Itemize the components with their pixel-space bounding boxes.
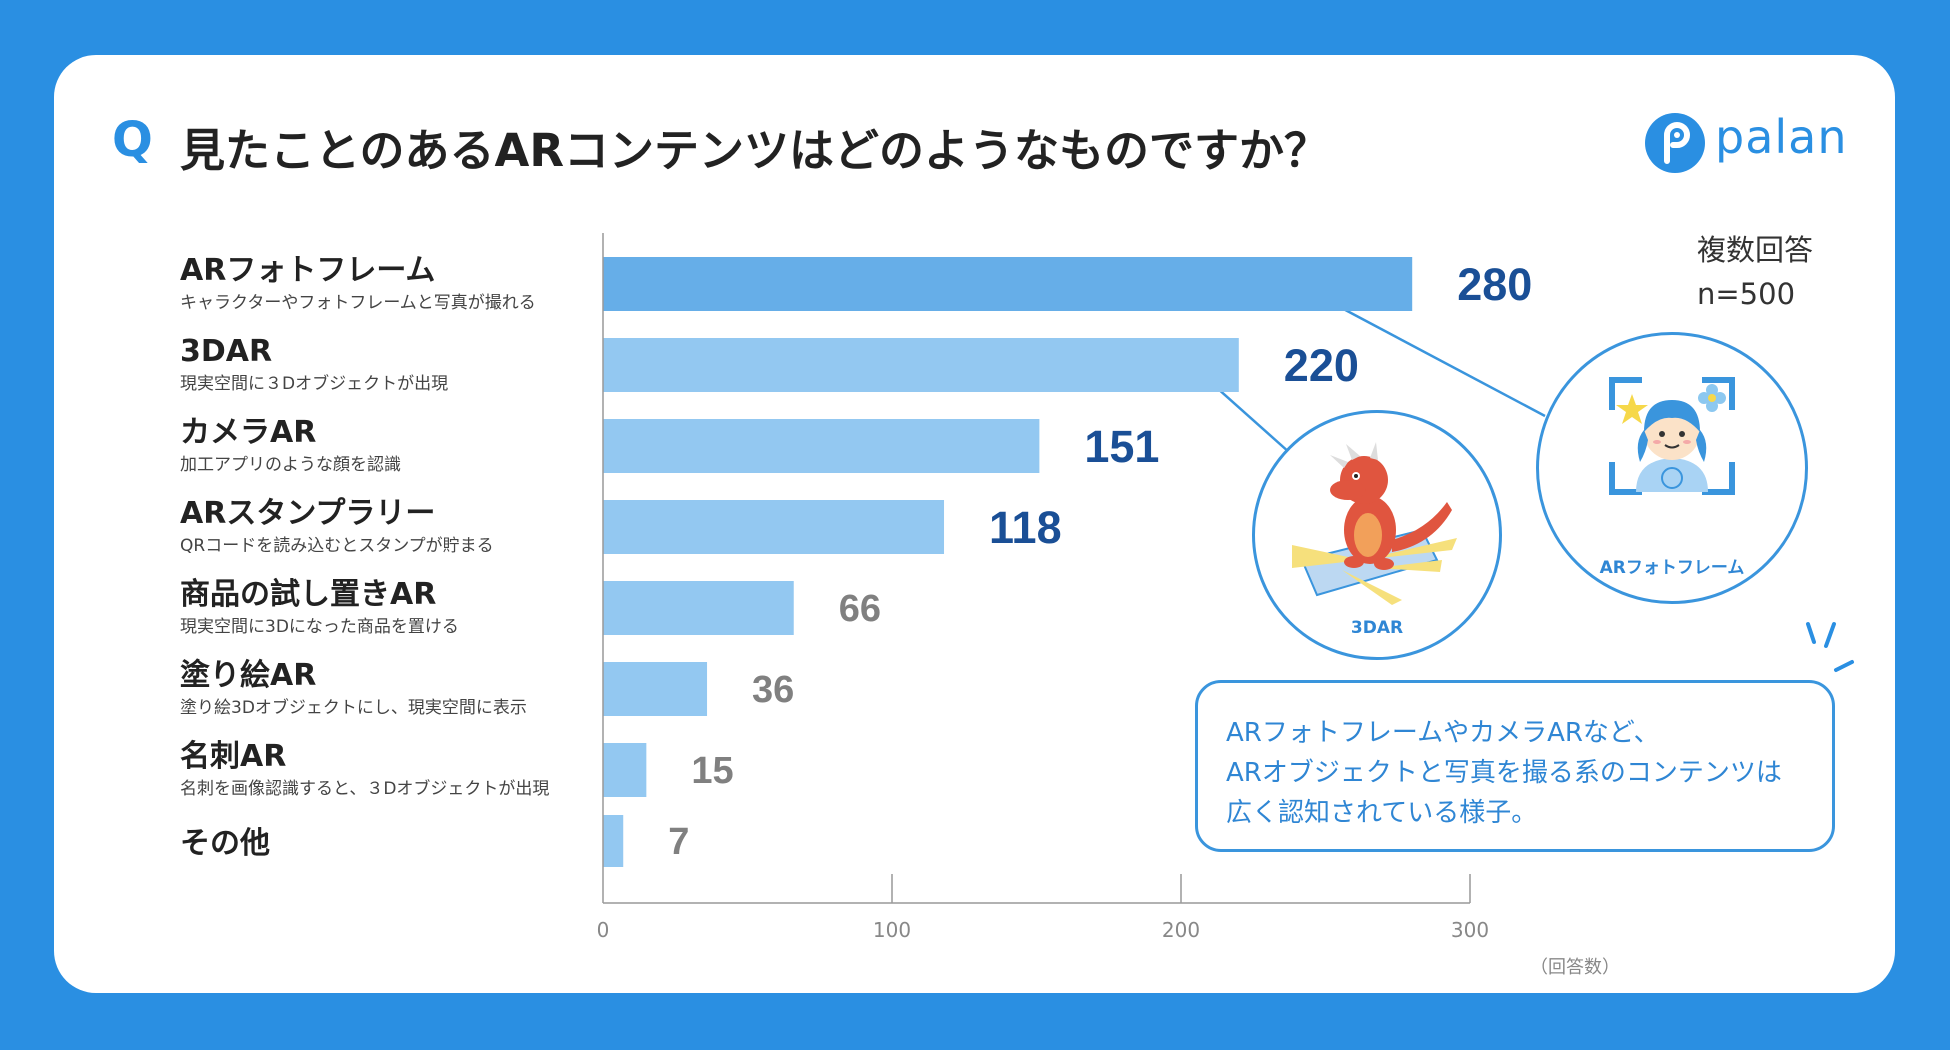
category-label: ARフォトフレーム キャラクターやフォトフレームと写真が撮れる bbox=[180, 252, 536, 316]
bar bbox=[603, 500, 945, 554]
category-desc: 名刺を画像認識すると、３Dオブジェクトが出現 bbox=[180, 779, 550, 799]
category-name: カメラAR bbox=[180, 415, 317, 450]
x-tick-label: 200 bbox=[1162, 918, 1200, 942]
category-label: ARスタンプラリー QRコードを読み込むとスタンプが貯まる bbox=[180, 495, 494, 559]
callout-line: ARオブジェクトと写真を撮る系のコンテンツは bbox=[1226, 758, 1782, 788]
bar bbox=[603, 257, 1413, 311]
category-name: 商品の試し置きAR bbox=[180, 577, 437, 612]
dragon-icon bbox=[1292, 442, 1457, 605]
category-name: 3DAR bbox=[180, 334, 273, 369]
bar bbox=[603, 338, 1239, 392]
palan-logo-icon bbox=[1645, 113, 1705, 173]
note-n: n=500 bbox=[1697, 277, 1796, 311]
category-label: カメラAR 加工アプリのような顔を認識 bbox=[180, 414, 401, 478]
category-desc: 現実空間に3Dになった商品を置ける bbox=[180, 617, 459, 637]
data-label: 151 bbox=[1084, 421, 1159, 472]
category-name: ARフォトフレーム bbox=[180, 253, 436, 288]
category-desc: QRコードを読み込むとスタンプが貯まる bbox=[180, 536, 494, 556]
category-desc: 加工アプリのような顔を認識 bbox=[180, 455, 401, 475]
x-tick-label: 300 bbox=[1451, 918, 1489, 942]
callout-line: ARフォトフレームやカメラARなど、 bbox=[1226, 718, 1660, 748]
data-label: 36 bbox=[752, 669, 794, 711]
callout-line: 広く認知されている様子。 bbox=[1226, 798, 1538, 828]
bar bbox=[603, 581, 794, 635]
bar bbox=[603, 743, 647, 797]
data-label: 7 bbox=[668, 821, 689, 863]
category-label: 商品の試し置きAR 現実空間に3Dになった商品を置ける bbox=[180, 576, 459, 640]
girl-icon bbox=[1609, 377, 1735, 495]
category-desc: キャラクターやフォトフレームと写真が撮れる bbox=[180, 293, 536, 313]
note: 複数回答 n=500 bbox=[1697, 228, 1813, 316]
data-label: 220 bbox=[1284, 340, 1359, 391]
bar bbox=[603, 815, 624, 867]
category-name: その他 bbox=[180, 826, 270, 861]
x-tick-label: 100 bbox=[873, 918, 911, 942]
palan-logo: palan bbox=[1643, 107, 1847, 177]
ar-photo-frame-caption: ARフォトフレーム bbox=[1599, 558, 1745, 578]
note-multi: 複数回答 bbox=[1697, 233, 1814, 267]
question-mark: Q bbox=[112, 112, 153, 168]
callout-box: ARフォトフレームやカメラARなど、 ARオブジェクトと写真を撮る系のコンテンツ… bbox=[1195, 680, 1835, 852]
category-name: 塗り絵AR bbox=[180, 658, 317, 693]
emphasis-marks-icon bbox=[1806, 622, 1854, 672]
3dar-illustration: 3DAR bbox=[1252, 410, 1502, 660]
ar-photo-frame-illustration: ARフォトフレーム bbox=[1536, 332, 1808, 604]
category-label: その他 bbox=[180, 825, 270, 863]
data-label: 15 bbox=[691, 750, 733, 792]
data-label: 280 bbox=[1457, 259, 1532, 310]
brand-name: palan bbox=[1715, 110, 1848, 164]
data-label: 66 bbox=[839, 588, 881, 630]
category-label: 塗り絵AR 塗り絵3Dオブジェクトにし、現実空間に表示 bbox=[180, 657, 527, 721]
category-label: 3DAR 現実空間に３Dオブジェクトが出現 bbox=[180, 333, 448, 397]
category-desc: 現実空間に３Dオブジェクトが出現 bbox=[180, 374, 449, 394]
data-label: 118 bbox=[989, 502, 1062, 553]
category-label: 名刺AR 名刺を画像認識すると、３Dオブジェクトが出現 bbox=[180, 738, 549, 802]
3dar-caption: 3DAR bbox=[1350, 618, 1404, 638]
x-axis-title: （回答数） bbox=[1530, 957, 1620, 978]
category-name: 名刺AR bbox=[180, 739, 287, 774]
category-name: ARスタンプラリー bbox=[180, 496, 436, 531]
category-desc: 塗り絵3Dオブジェクトにし、現実空間に表示 bbox=[180, 698, 527, 718]
page-title: 見たことのあるARコンテンツはどのようなものですか？ bbox=[180, 124, 1330, 177]
bar bbox=[603, 419, 1040, 473]
x-tick-label: 0 bbox=[597, 918, 610, 942]
bar bbox=[603, 662, 708, 716]
